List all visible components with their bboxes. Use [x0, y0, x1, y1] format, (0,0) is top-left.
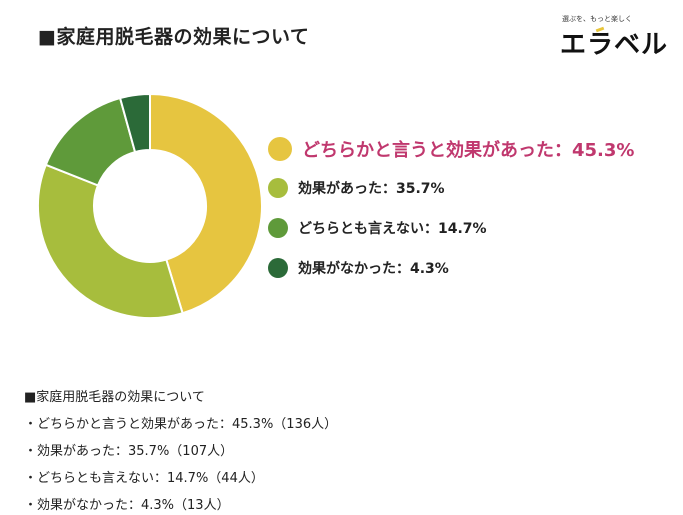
- erabel-logo: 選ぶを、もっと楽しく エラベル: [560, 14, 667, 60]
- summary-text: ■家庭用脱毛器の効果について ・どちらかと言うと効果があった：45.3%（136…: [24, 386, 337, 515]
- legend-label: 効果があった：35.7%: [298, 181, 445, 197]
- summary-line: ・どちらかと言うと効果があった：45.3%（136人）: [24, 417, 338, 432]
- summary-line: ・効果があった：35.7%（107人）: [24, 444, 234, 459]
- legend-item-somewhat-effective: どちらかと言うと効果があった：45.3%: [268, 136, 634, 162]
- slice-somewhat-effective: [149, 92, 263, 315]
- slice-not-effective: [118, 92, 151, 154]
- donut-chart: [37, 92, 263, 319]
- legend-item-not-effective: 効果がなかった：4.3%: [268, 258, 634, 278]
- legend-swatch: [268, 178, 288, 198]
- legend-label: どちらとも言えない：14.7%: [298, 221, 487, 237]
- legend-swatch: [268, 218, 288, 238]
- summary-title: ■家庭用脱毛器の効果について: [24, 390, 205, 405]
- logo-wordmark: エラベル: [560, 30, 669, 60]
- chart-figure: ■家庭用脱毛器の効果について 選ぶを、もっと楽しく エラベル どちらかと言うと効…: [37, 14, 668, 319]
- chart-title: ■家庭用脱毛器の効果について: [38, 26, 310, 48]
- summary-line: ・どちらとも言えない：14.7%（44人）: [24, 471, 264, 486]
- slice-effective: [37, 163, 184, 319]
- legend-swatch: [268, 258, 288, 278]
- summary-line: ・効果がなかった：4.3%（13人）: [24, 498, 230, 513]
- legend-item-effective: 効果があった：35.7%: [268, 178, 634, 198]
- chart-legend: どちらかと言うと効果があった：45.3% 効果があった：35.7% どちらとも言…: [268, 136, 634, 278]
- legend-label: 効果がなかった：4.3%: [298, 261, 449, 277]
- legend-item-neutral: どちらとも言えない：14.7%: [268, 218, 634, 238]
- logo-tagline: 選ぶを、もっと楽しく: [562, 15, 632, 23]
- legend-swatch: [268, 137, 292, 161]
- legend-label: どちらかと言うと効果があった：45.3%: [302, 140, 635, 161]
